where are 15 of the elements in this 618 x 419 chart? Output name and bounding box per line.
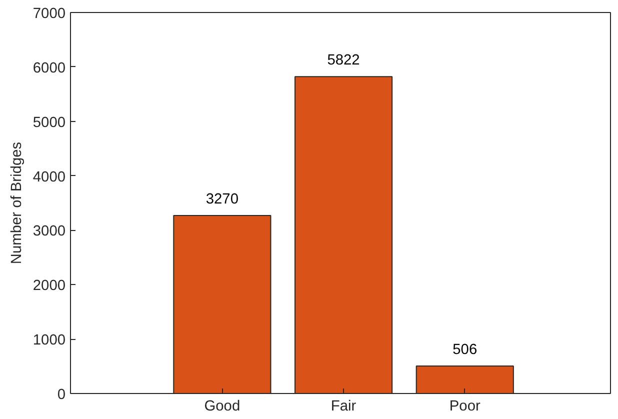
y-tick-label: 5000	[32, 114, 66, 131]
data-label: 506	[452, 342, 478, 358]
data-label: 5822	[327, 52, 360, 69]
y-tick-label: 7000	[32, 6, 66, 22]
x-tick-label: Poor	[449, 398, 480, 414]
y-tick-label: 1000	[32, 332, 66, 349]
y-tick-label: 6000	[32, 60, 66, 76]
x-tick-label: Good	[204, 398, 240, 414]
y-tick-label: 2000	[32, 278, 66, 294]
data-label: 3270	[206, 192, 238, 208]
y-tick-label: 0	[57, 387, 66, 403]
y-tick-label: 3000	[32, 224, 66, 240]
y-axis-title: Number of Bridges	[8, 142, 25, 264]
x-tick-label: Fair	[330, 398, 356, 414]
y-tick-label: 4000	[32, 169, 66, 186]
